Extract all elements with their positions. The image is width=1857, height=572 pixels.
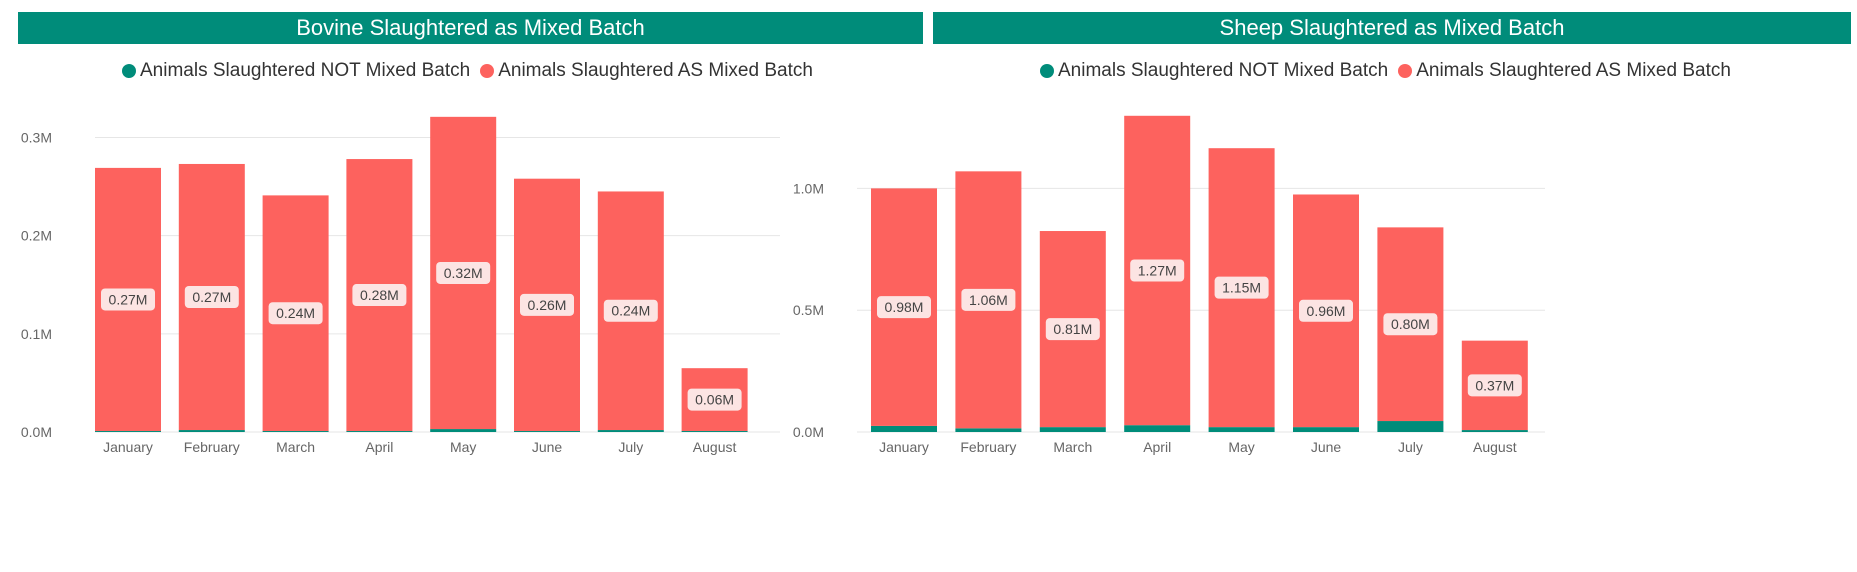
data-label: 0.37M <box>1475 377 1514 393</box>
chart-legend: Animals Slaughtered NOT Mixed Batch Anim… <box>1040 60 1741 82</box>
sheep-chart-panel: Sheep Slaughtered as Mixed Batch Animals… <box>793 0 1857 572</box>
x-tick-label: August <box>1473 439 1517 455</box>
data-label: 0.27M <box>109 291 148 307</box>
legend-marker-mixed <box>480 64 495 78</box>
legend-item-mixed[interactable]: Animals Slaughtered AS Mixed Batch <box>1398 60 1731 82</box>
data-label-box <box>1299 299 1353 322</box>
x-tick-label: May <box>1228 439 1254 455</box>
legend-item-mixed[interactable]: Animals Slaughtered AS Mixed Batch <box>480 60 813 82</box>
bar-segment-not-mixed <box>1208 427 1275 432</box>
data-label: 0.80M <box>1391 316 1430 332</box>
x-tick-label: February <box>960 439 1016 455</box>
bar-segment-not-mixed <box>1461 430 1528 432</box>
y-tick-label: 0.1M <box>21 326 52 342</box>
data-label: 0.28M <box>360 287 399 303</box>
bar-segment-not-mixed <box>597 430 664 432</box>
x-tick-label: March <box>1053 439 1092 455</box>
bar-segment-not-mixed <box>681 431 748 432</box>
x-tick-label: January <box>103 439 153 455</box>
data-label-box <box>687 388 742 411</box>
bar-segment-not-mixed <box>871 425 937 432</box>
x-tick-label: February <box>184 439 240 455</box>
legend-label: Animals Slaughtered AS Mixed Batch <box>498 60 813 81</box>
data-label-box <box>603 299 658 322</box>
data-label-box <box>1214 276 1269 299</box>
bar-segment-not-mixed <box>262 431 329 432</box>
data-label-box <box>184 286 239 308</box>
legend-label: Animals Slaughtered NOT Mixed Batch <box>1058 60 1389 81</box>
data-label: 0.32M <box>444 265 483 281</box>
data-label: 0.98M <box>885 299 924 315</box>
x-tick-label: July <box>618 439 643 455</box>
y-tick-label: 0.5M <box>793 302 824 318</box>
data-label-box <box>1467 374 1522 397</box>
chart-legend: Animals Slaughtered NOT Mixed Batch Anim… <box>122 60 823 82</box>
bovine-chart-panel: Bovine Slaughtered as Mixed Batch Animal… <box>0 0 928 572</box>
legend-label: Animals Slaughtered NOT Mixed Batch <box>140 60 471 81</box>
data-label: 0.24M <box>276 305 315 321</box>
bar-segment-not-mixed <box>430 429 497 432</box>
data-label: 0.26M <box>528 297 567 313</box>
legend-marker-mixed <box>1398 64 1413 78</box>
x-tick-label: August <box>693 439 737 455</box>
data-label: 0.06M <box>695 392 734 408</box>
legend-item-not-mixed[interactable]: Animals Slaughtered NOT Mixed Batch <box>122 60 470 82</box>
y-tick-label: 0.3M <box>21 129 52 145</box>
x-tick-label: April <box>365 439 393 455</box>
data-label: 1.06M <box>969 292 1008 308</box>
data-label-box <box>1130 259 1185 282</box>
bar-segment-not-mixed <box>178 430 245 432</box>
x-tick-label: March <box>276 439 315 455</box>
data-label: 0.96M <box>1307 303 1346 319</box>
data-label: 1.15M <box>1222 280 1261 296</box>
bar-segment-not-mixed <box>346 431 413 432</box>
legend-marker-not-mixed <box>122 64 136 78</box>
data-label-box <box>352 284 407 307</box>
bar-segment-not-mixed <box>95 431 161 432</box>
data-label-box <box>101 288 155 311</box>
sheep-bar-chart: 0.0M 0.5M 1.0M 0.98M January 1.06M February 0.8… <box>793 115 1545 455</box>
data-label-box <box>268 302 323 325</box>
x-tick-label: May <box>450 439 476 455</box>
data-label: 0.27M <box>192 289 231 305</box>
y-tick-label: 0.0M <box>21 424 52 440</box>
bar-segment-not-mixed <box>1377 421 1444 432</box>
x-tick-label: June <box>532 439 563 455</box>
data-label-box <box>436 261 491 284</box>
y-tick-label: 1.0M <box>793 180 824 196</box>
data-label: 0.81M <box>1053 321 1092 337</box>
bar-segment-not-mixed <box>514 431 580 432</box>
x-tick-label: June <box>1311 439 1342 455</box>
x-tick-label: July <box>1398 439 1423 455</box>
data-label: 0.24M <box>611 303 650 319</box>
y-tick-label: 0.2M <box>21 228 52 244</box>
data-label-box <box>877 296 931 319</box>
chart-title: Sheep Slaughtered as Mixed Batch <box>933 12 1851 44</box>
legend-item-not-mixed[interactable]: Animals Slaughtered NOT Mixed Batch <box>1040 60 1388 82</box>
chart-title: Bovine Slaughtered as Mixed Batch <box>18 12 923 44</box>
data-label-box <box>1045 318 1100 341</box>
bar-segment-not-mixed <box>1124 425 1191 432</box>
legend-label: Animals Slaughtered AS Mixed Batch <box>1416 60 1731 81</box>
y-tick-label: 0.0M <box>793 424 824 440</box>
data-label-box <box>520 293 574 316</box>
bovine-bar-chart: 0.0M 0.1M 0.2M 0.3M 0.27M January 0.27M Februar… <box>21 116 780 455</box>
bar-segment-not-mixed <box>1293 427 1359 432</box>
data-label: 1.27M <box>1138 262 1177 278</box>
bar-segment-not-mixed <box>1039 427 1106 432</box>
x-tick-label: April <box>1143 439 1171 455</box>
x-tick-label: January <box>879 439 929 455</box>
legend-marker-not-mixed <box>1040 64 1054 78</box>
data-label-box <box>1383 313 1438 336</box>
bar-segment-not-mixed <box>955 428 1022 432</box>
data-label-box <box>961 288 1016 311</box>
